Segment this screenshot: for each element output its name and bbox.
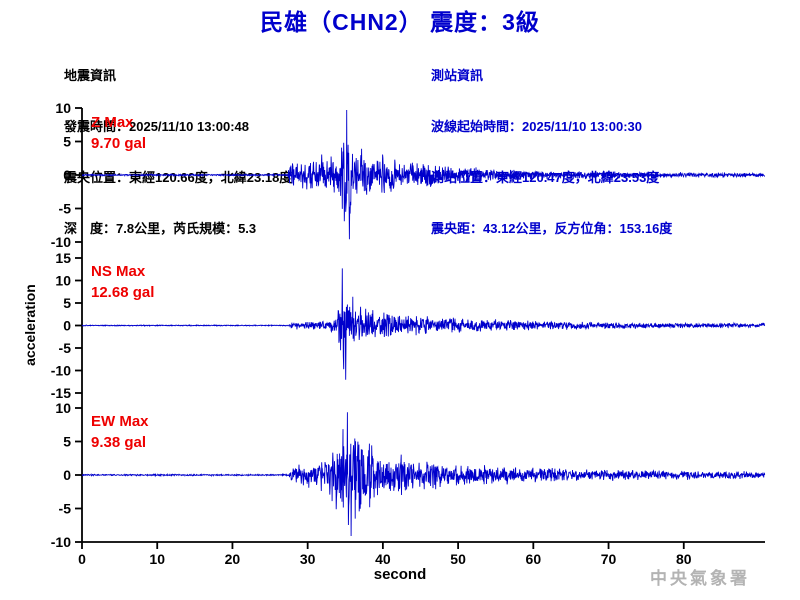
earthquake-info-heading: 地震資訊 [64, 68, 117, 83]
y-tick-label: 10 [55, 400, 71, 416]
y-tick-label: 5 [63, 434, 71, 450]
x-tick-label: 40 [375, 551, 391, 567]
depth-magnitude-line: 深 度：7.8公里，芮氏規模：5.3 [64, 221, 257, 236]
epicenter-line: 震央位置：東經120.66度，北緯23.18度 [64, 170, 293, 185]
y-tick-label: 5 [63, 295, 71, 311]
y-tick-label: -10 [51, 363, 71, 379]
y-tick-label: -15 [51, 385, 71, 401]
ew-max-value: 9.38 gal [91, 434, 147, 451]
ew-max-name: EW Max [91, 413, 149, 430]
distance-azimuth-line: 震央距：43.12公里，反方位角：153.16度 [431, 221, 673, 236]
origin-time-line: 發震時間：2025/11/10 13:00:48 [64, 119, 249, 134]
x-tick-label: 0 [78, 551, 86, 567]
station-location-line: 測站位置：東經120.47度，北緯23.53度 [431, 170, 660, 185]
x-tick-label: 80 [676, 551, 692, 567]
page-title: 民雄（CHN2） 震度：3級 [260, 9, 540, 35]
x-tick-label: 50 [450, 551, 466, 567]
y-tick-label: -5 [59, 340, 72, 356]
y-tick-label: 0 [63, 167, 71, 183]
x-axis-label: second [373, 566, 427, 583]
waveform-trace-ns [81, 268, 766, 380]
y-tick-label: 10 [55, 273, 71, 289]
ns-max-name: NS Max [91, 263, 146, 280]
station-info-block: 測站資訊 波線起始時間：2025/11/10 13:00:30 測站位置：東經1… [431, 33, 672, 271]
x-tick-label: 70 [601, 551, 617, 567]
agency-watermark: 中央氣象署 [650, 569, 750, 588]
ns-max-value: 12.68 gal [91, 284, 155, 301]
ns-max-label: NS Max 12.68 gal [91, 261, 154, 303]
x-tick-label: 30 [300, 551, 316, 567]
waveform-trace-ew [81, 412, 766, 537]
y-tick-label: 0 [63, 318, 71, 334]
waveform-trace-z [81, 109, 766, 240]
x-tick-label: 60 [526, 551, 542, 567]
x-tick-label: 20 [225, 551, 241, 567]
z-max-label: Z Max 9.70 gal [91, 112, 146, 154]
y-tick-label: 5 [63, 134, 71, 150]
earthquake-info-block: 地震資訊 發震時間：2025/11/10 13:00:48 震央位置：東經120… [64, 33, 292, 271]
y-tick-label: 10 [55, 100, 71, 116]
wave-start-time-line: 波線起始時間：2025/11/10 13:00:30 [431, 119, 642, 134]
ew-max-label: EW Max 9.38 gal [91, 411, 149, 453]
x-tick-label: 10 [149, 551, 165, 567]
z-max-name: Z Max [91, 114, 134, 131]
station-info-heading: 測站資訊 [431, 68, 484, 83]
y-tick-label: 0 [63, 467, 71, 483]
y-tick-label: -10 [51, 534, 71, 550]
y-tick-label: -5 [59, 201, 72, 217]
y-tick-label: 15 [55, 250, 71, 266]
y-tick-label: -5 [59, 501, 72, 517]
z-max-value: 9.70 gal [91, 135, 147, 152]
y-tick-label: -10 [51, 234, 71, 250]
y-axis-label: acceleration [22, 284, 38, 366]
